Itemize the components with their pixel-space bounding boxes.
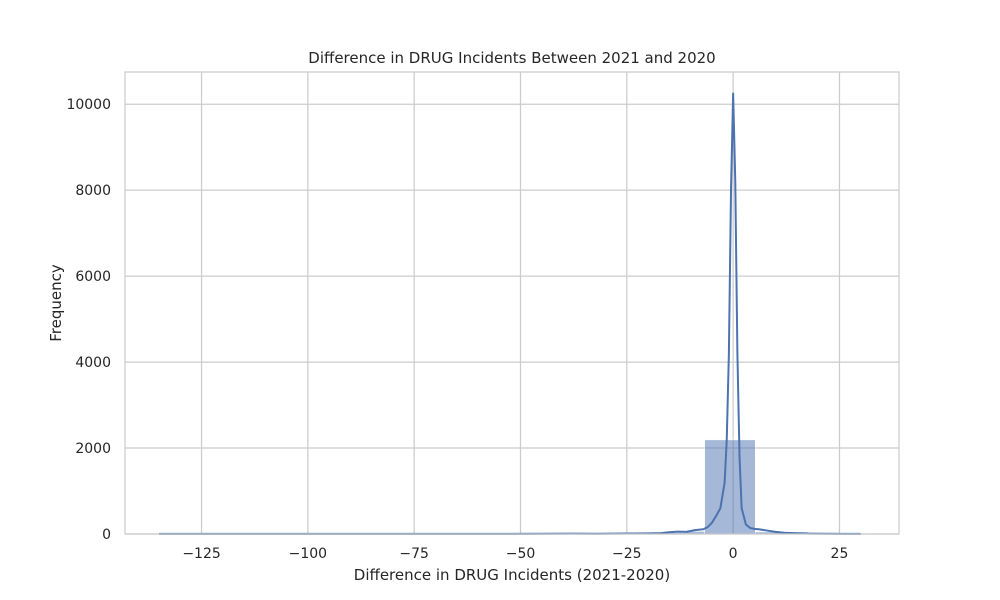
x-tick-label: −75	[399, 546, 429, 562]
x-tick-label: −25	[612, 546, 642, 562]
y-tick-label: 2000	[75, 441, 111, 457]
x-tick-labels: −125 −100 −75 −50 −25 0 25	[182, 546, 848, 562]
histogram-bar	[704, 439, 756, 535]
x-tick-label: −50	[506, 546, 536, 562]
y-tick-labels: 0 2000 4000 6000 8000 10000	[66, 97, 111, 543]
y-tick-label: 4000	[75, 355, 111, 371]
y-tick-label: 6000	[75, 269, 111, 285]
y-tick-label: 0	[102, 527, 111, 543]
x-axis-label: Difference in DRUG Incidents (2021-2020)	[354, 566, 670, 584]
y-axis-label: Frequency	[47, 264, 65, 342]
plot-frame	[124, 71, 900, 535]
x-tick-label: 0	[729, 546, 738, 562]
x-tick-label: −100	[289, 546, 327, 562]
y-tick-label: 10000	[66, 97, 111, 113]
x-tick-label: 25	[831, 546, 849, 562]
x-tick-label: −125	[182, 546, 220, 562]
y-tick-label: 8000	[75, 183, 111, 199]
plot-area	[125, 72, 899, 534]
chart-title: Difference in DRUG Incidents Between 202…	[308, 49, 715, 67]
grid-lines	[125, 72, 899, 535]
